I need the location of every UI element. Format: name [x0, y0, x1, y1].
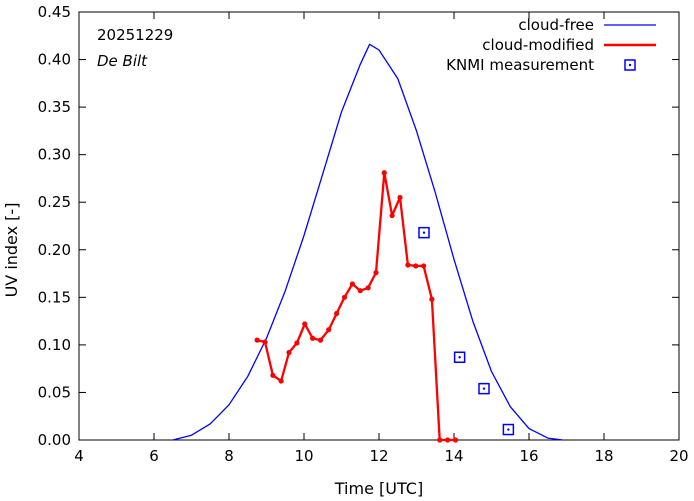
location-label: De Bilt — [97, 52, 148, 70]
data-point-knmi-measurement-dot — [458, 356, 461, 359]
plot-area: 4 6 8 10 12 14 16 18 20 0.00 0.05 0.10 0.15 0.20 0.25 0… — [38, 3, 689, 465]
data-point-cloud-modified — [262, 339, 268, 345]
data-point-cloud-modified — [341, 294, 348, 300]
data-point-cloud-modified — [413, 263, 419, 269]
data-point-cloud-modified — [254, 337, 260, 343]
data-point-cloud-modified — [349, 281, 355, 287]
x-tick-label: 16 — [519, 447, 538, 465]
data-point-cloud-modified — [270, 372, 276, 378]
data-point-knmi-measurement — [453, 351, 466, 364]
data-point-knmi-measurement-dot — [422, 231, 426, 234]
data-point-cloud-modified — [310, 335, 316, 341]
x-tick-label: 10 — [294, 447, 313, 465]
data-point-cloud-modified — [365, 285, 371, 291]
x-tick-label: 4 — [74, 447, 84, 465]
y-tick-label: 0.20 — [38, 241, 71, 259]
x-tick-label: 14 — [444, 447, 463, 465]
data-point-cloud-modified — [397, 194, 403, 201]
series-line-cloud-modified — [256, 171, 456, 442]
y-tick-label: 0.00 — [38, 431, 71, 449]
data-point-knmi-measurement-dot — [507, 428, 510, 431]
data-point-cloud-modified — [326, 327, 332, 333]
y-tick-label: 0.40 — [38, 51, 71, 69]
x-axis-label: Time [UTC] — [334, 479, 423, 498]
data-point-cloud-modified — [294, 340, 300, 346]
data-point-cloud-modified — [429, 296, 435, 302]
date-label: 20251229 — [97, 26, 173, 44]
x-tick-label: 12 — [369, 447, 388, 465]
x-tick-label: 8 — [224, 447, 234, 465]
data-point-cloud-modified — [437, 437, 443, 443]
data-point-cloud-modified — [357, 288, 363, 294]
x-tick-label: 18 — [594, 447, 613, 465]
data-point-cloud-modified — [421, 263, 427, 269]
data-point-cloud-modified — [334, 310, 340, 317]
x-tick-label: 6 — [149, 447, 159, 465]
y-tick-label: 0.45 — [38, 3, 71, 21]
y-tick-label: 0.25 — [38, 193, 71, 211]
data-point-cloud-modified — [405, 262, 411, 268]
y-tick-label: 0.35 — [38, 98, 71, 116]
data-point-knmi-measurement — [418, 226, 430, 239]
y-tick-label: 0.10 — [38, 336, 71, 354]
legend-marker-dot — [628, 63, 632, 67]
legend-label-cloud-free: cloud-free — [518, 16, 594, 34]
y-tick-label: 0.15 — [38, 288, 71, 306]
data-point-cloud-modified — [389, 212, 395, 219]
legend-label-cloud-modified: cloud-modified — [482, 36, 594, 54]
data-point-cloud-modified — [373, 270, 379, 276]
series-line-cloud-free — [172, 43, 563, 441]
y-tick-label: 0.05 — [38, 383, 71, 401]
data-point-cloud-modified — [286, 349, 292, 356]
data-point-cloud-modified — [278, 378, 284, 384]
y-tick-label: 0.30 — [38, 146, 71, 164]
legend-marker-knmi-measurement — [624, 59, 636, 71]
legend: cloud-free cloud-modified KNMI measureme… — [446, 16, 656, 74]
data-point-cloud-modified — [317, 337, 324, 343]
x-tick-label: 20 — [669, 447, 688, 465]
data-point-knmi-measurement — [478, 382, 490, 395]
data-point-knmi-measurement — [502, 423, 515, 436]
legend-label-knmi-measurement: KNMI measurement — [446, 56, 594, 74]
data-point-cloud-modified — [302, 321, 308, 327]
y-axis-label: UV index [-] — [2, 203, 21, 298]
data-point-cloud-modified — [381, 170, 387, 176]
data-point-cloud-modified — [445, 437, 451, 443]
data-point-cloud-modified — [452, 437, 459, 443]
data-point-knmi-measurement-dot — [482, 387, 486, 390]
